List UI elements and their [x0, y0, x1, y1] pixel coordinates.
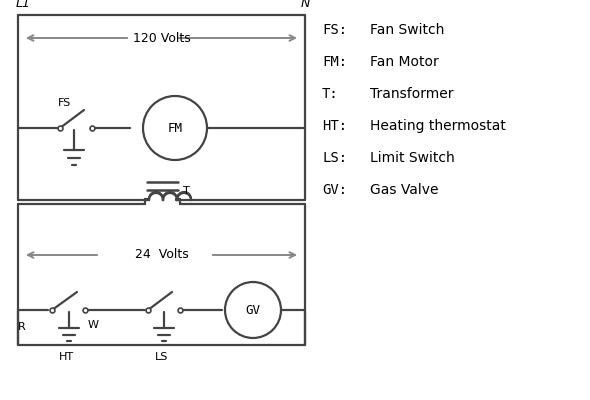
Text: FM:: FM:	[322, 55, 347, 69]
Text: FS: FS	[58, 98, 71, 108]
Text: 24  Volts: 24 Volts	[135, 248, 188, 262]
Text: FS:: FS:	[322, 23, 347, 37]
Text: Limit Switch: Limit Switch	[370, 151, 455, 165]
Text: HT:: HT:	[322, 119, 347, 133]
Text: LS: LS	[155, 352, 169, 362]
Text: Transformer: Transformer	[370, 87, 454, 101]
Text: Heating thermostat: Heating thermostat	[370, 119, 506, 133]
Text: T: T	[183, 186, 190, 196]
Text: N: N	[300, 0, 310, 10]
Text: GV: GV	[245, 304, 261, 316]
Text: 120 Volts: 120 Volts	[133, 32, 191, 44]
Text: LS:: LS:	[322, 151, 347, 165]
Text: R: R	[18, 322, 26, 332]
Text: FM: FM	[168, 122, 182, 134]
Text: L1: L1	[16, 0, 31, 10]
Text: Fan Motor: Fan Motor	[370, 55, 439, 69]
Text: GV:: GV:	[322, 183, 347, 197]
Text: T:: T:	[322, 87, 339, 101]
Text: W: W	[88, 320, 99, 330]
Text: Fan Switch: Fan Switch	[370, 23, 444, 37]
Text: Gas Valve: Gas Valve	[370, 183, 438, 197]
Text: HT: HT	[59, 352, 74, 362]
